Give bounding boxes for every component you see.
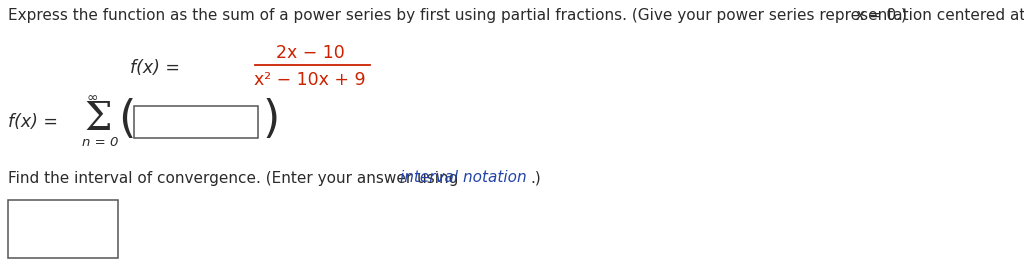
Text: x: x bbox=[855, 8, 864, 23]
Text: f(x) =: f(x) = bbox=[8, 113, 63, 131]
Text: interval notation: interval notation bbox=[400, 170, 526, 185]
Text: .): .) bbox=[530, 170, 541, 185]
Text: ): ) bbox=[262, 99, 280, 141]
Text: 2x − 10: 2x − 10 bbox=[275, 44, 344, 62]
Text: x² − 10x + 9: x² − 10x + 9 bbox=[254, 71, 366, 89]
Text: = 0.): = 0.) bbox=[864, 8, 907, 23]
Text: (: ( bbox=[118, 99, 135, 141]
Text: n = 0: n = 0 bbox=[82, 137, 119, 150]
FancyBboxPatch shape bbox=[8, 200, 118, 258]
Text: f(x) =: f(x) = bbox=[130, 59, 180, 77]
Text: Express the function as the sum of a power series by first using partial fractio: Express the function as the sum of a pow… bbox=[8, 8, 1024, 23]
FancyBboxPatch shape bbox=[134, 106, 258, 138]
Text: Σ: Σ bbox=[84, 100, 112, 137]
Text: Find the interval of convergence. (Enter your answer using: Find the interval of convergence. (Enter… bbox=[8, 170, 463, 185]
Text: ∞: ∞ bbox=[87, 91, 98, 105]
